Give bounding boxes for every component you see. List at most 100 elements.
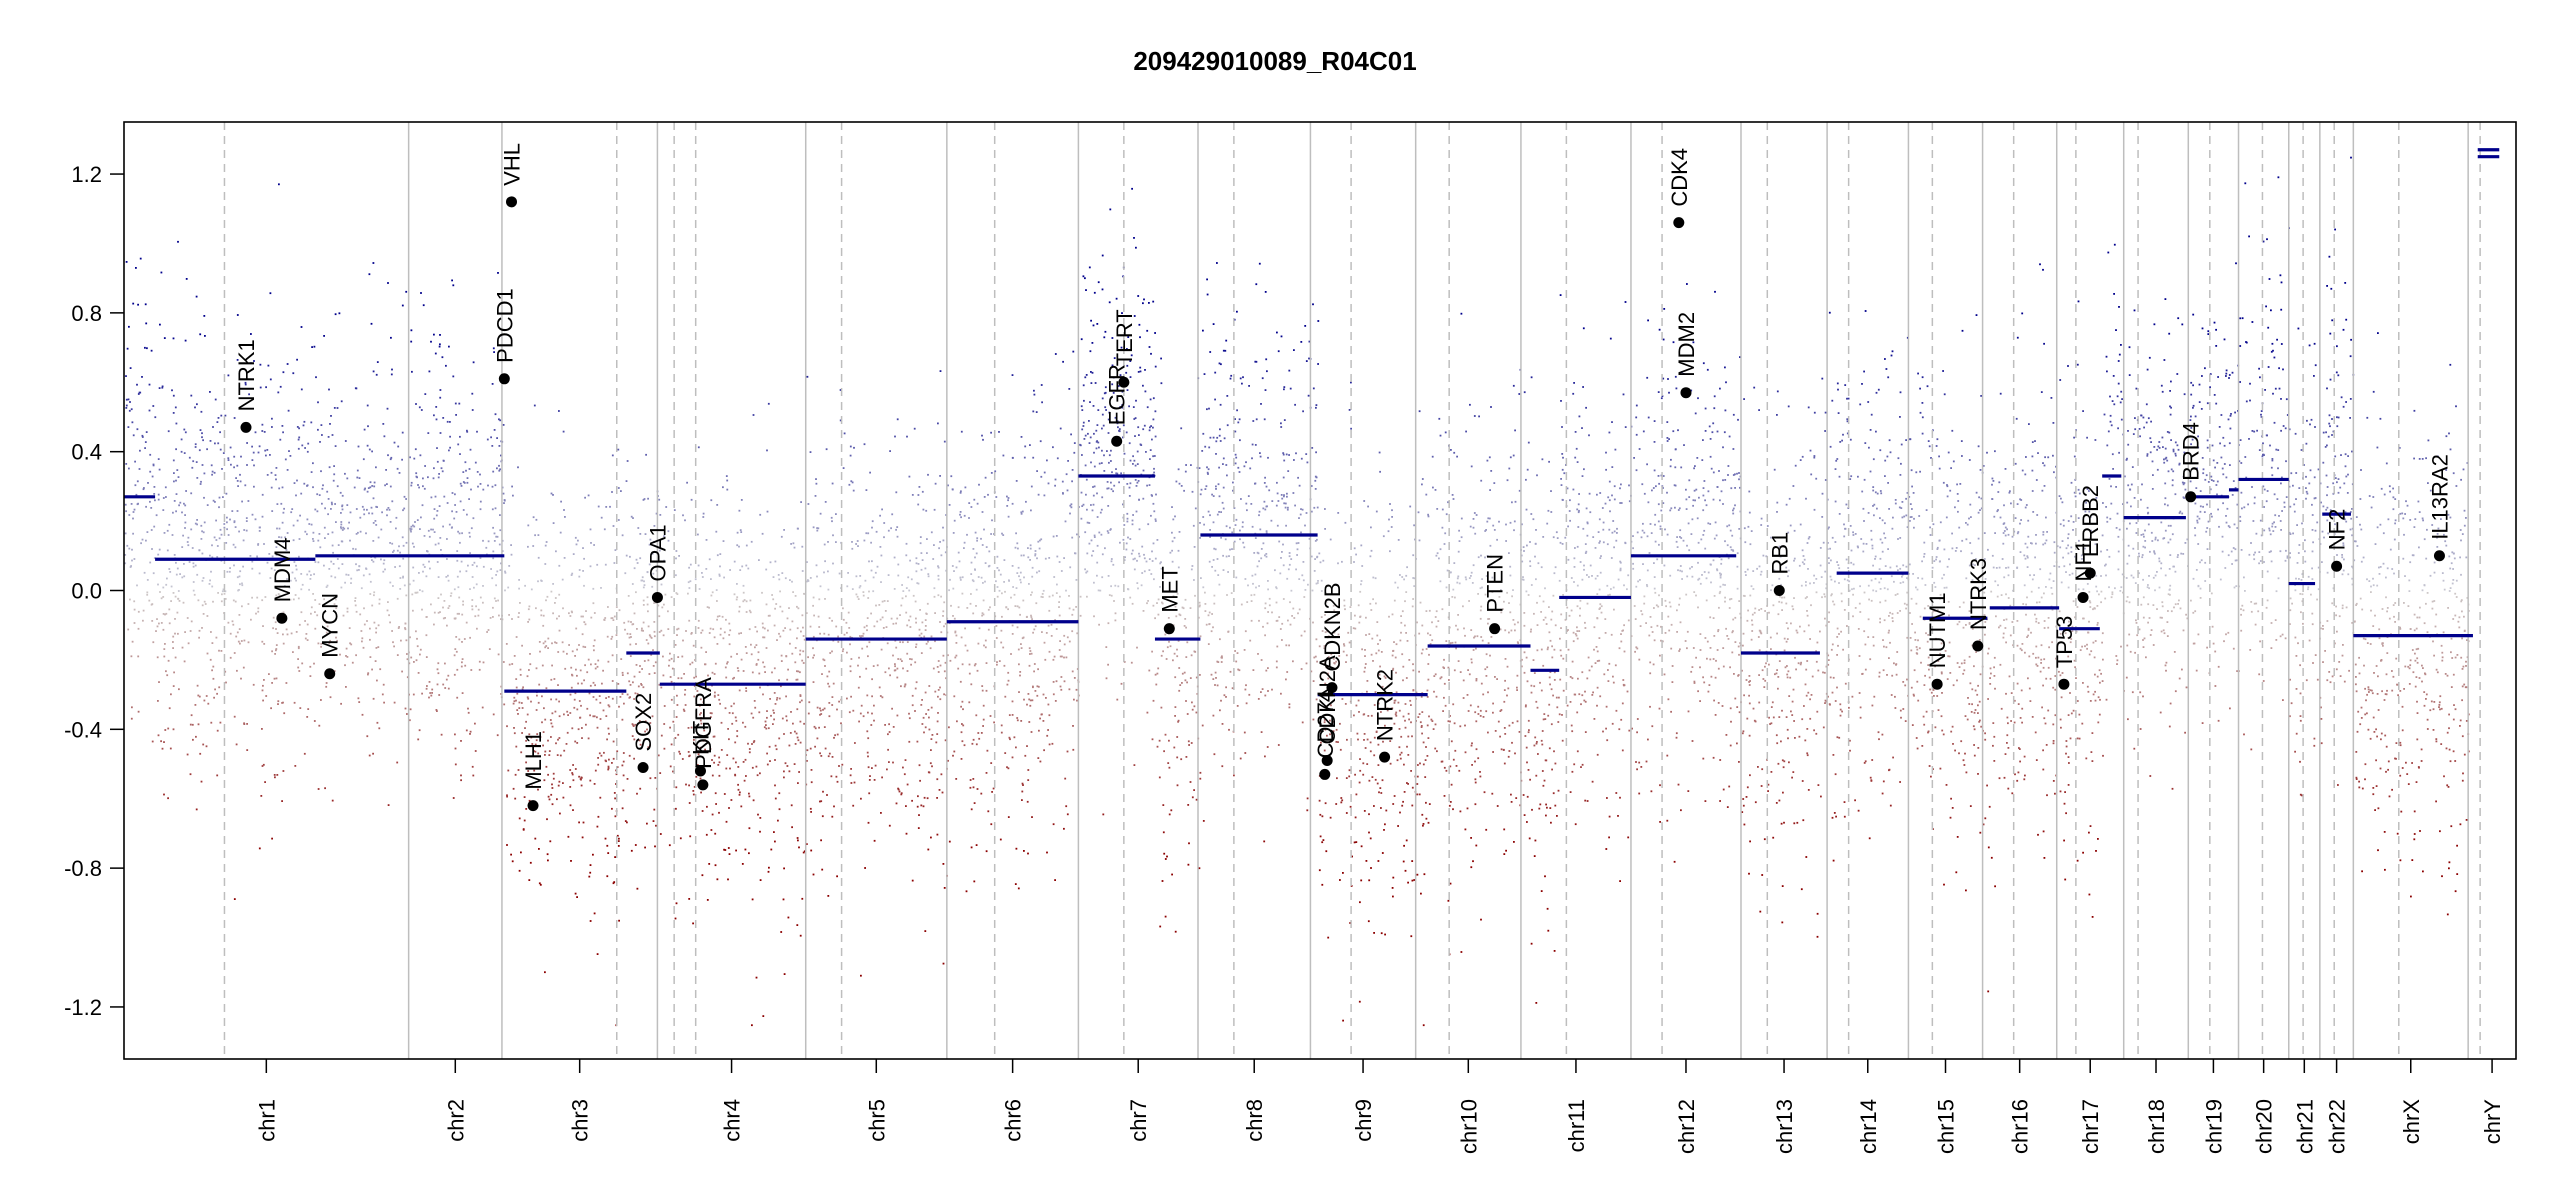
probe-point xyxy=(584,623,587,626)
probe-point xyxy=(1536,624,1539,626)
probe-point xyxy=(1736,742,1738,745)
probe-point xyxy=(936,733,939,735)
probe-point xyxy=(125,375,127,377)
probe-point xyxy=(2275,590,2278,593)
probe-point xyxy=(2385,576,2387,579)
probe-point xyxy=(736,730,739,732)
probe-point xyxy=(2010,720,2012,722)
probe-point xyxy=(449,446,451,449)
probe-point xyxy=(816,529,819,532)
probe-point xyxy=(1081,428,1084,431)
probe-point xyxy=(1056,457,1059,460)
probe-point xyxy=(277,700,280,703)
probe-point xyxy=(758,711,761,714)
probe-point xyxy=(313,720,316,722)
probe-point xyxy=(688,587,691,589)
probe-point xyxy=(801,614,804,617)
probe-point xyxy=(1229,377,1232,380)
probe-point xyxy=(1883,587,1886,590)
probe-point xyxy=(1744,541,1747,544)
probe-point xyxy=(2106,520,2109,523)
probe-point xyxy=(2214,466,2216,469)
probe-point xyxy=(2052,686,2055,689)
probe-point xyxy=(1232,489,1234,492)
probe-point xyxy=(233,564,235,567)
probe-point xyxy=(1070,503,1073,506)
probe-point xyxy=(2445,544,2448,547)
probe-point xyxy=(226,570,229,573)
probe-point xyxy=(2060,726,2062,729)
probe-point xyxy=(1364,747,1367,749)
probe-point xyxy=(1327,677,1330,680)
probe-point xyxy=(1584,552,1587,554)
probe-point xyxy=(448,449,450,452)
probe-point xyxy=(423,535,426,537)
probe-point xyxy=(1048,743,1051,746)
probe-point xyxy=(1791,776,1793,779)
probe-point xyxy=(2120,390,2123,393)
probe-point xyxy=(2378,637,2381,640)
probe-point xyxy=(918,634,921,637)
probe-point xyxy=(1901,575,1903,578)
probe-point xyxy=(241,584,244,587)
probe-point xyxy=(607,765,610,768)
probe-point xyxy=(821,815,824,818)
probe-point xyxy=(1640,536,1643,539)
probe-point xyxy=(1993,675,1996,677)
probe-point xyxy=(2355,516,2358,518)
probe-point xyxy=(1265,669,1268,672)
probe-point xyxy=(1434,489,1437,491)
probe-point xyxy=(1031,566,1034,569)
probe-point xyxy=(1734,487,1736,489)
probe-point xyxy=(2042,531,2045,533)
probe-point xyxy=(1801,718,1804,721)
probe-point xyxy=(2422,870,2424,873)
probe-point xyxy=(835,775,838,778)
probe-point xyxy=(2105,563,2107,566)
probe-point xyxy=(2358,780,2360,783)
probe-point xyxy=(872,665,875,667)
probe-point xyxy=(2419,830,2421,832)
probe-point xyxy=(1661,395,1664,397)
probe-point xyxy=(2115,329,2117,331)
probe-point xyxy=(1802,555,1805,557)
probe-point xyxy=(968,502,971,504)
probe-point xyxy=(1139,370,1142,373)
probe-point xyxy=(1083,438,1086,440)
probe-point xyxy=(1578,493,1580,495)
probe-point xyxy=(1239,757,1242,760)
probe-point xyxy=(619,696,622,698)
probe-point xyxy=(850,480,853,483)
probe-point xyxy=(393,701,396,704)
probe-point xyxy=(200,480,202,483)
probe-point xyxy=(1053,576,1056,578)
probe-point xyxy=(890,617,893,620)
probe-point xyxy=(2450,637,2453,640)
probe-point xyxy=(157,493,160,496)
probe-point xyxy=(333,473,336,476)
probe-point xyxy=(1770,722,1773,725)
probe-point xyxy=(289,455,292,457)
probe-point xyxy=(1732,507,1735,510)
probe-point xyxy=(1132,463,1134,465)
probe-point xyxy=(631,735,634,737)
probe-point xyxy=(2395,657,2398,660)
probe-point xyxy=(2147,603,2150,606)
probe-point xyxy=(963,744,966,747)
probe-point xyxy=(1490,406,1492,408)
probe-point xyxy=(1992,480,1995,482)
probe-point xyxy=(2138,428,2141,430)
probe-point xyxy=(745,544,748,547)
probe-point xyxy=(2344,465,2347,468)
probe-point xyxy=(1431,455,1434,458)
probe-point xyxy=(940,773,943,776)
probe-point xyxy=(530,588,533,591)
probe-point xyxy=(1125,371,1128,374)
probe-point xyxy=(1107,487,1110,490)
probe-point xyxy=(904,683,907,686)
probe-point xyxy=(1939,767,1942,770)
probe-point xyxy=(1704,800,1707,802)
probe-point xyxy=(1318,645,1321,648)
probe-point xyxy=(321,487,324,490)
probe-point xyxy=(260,795,263,797)
